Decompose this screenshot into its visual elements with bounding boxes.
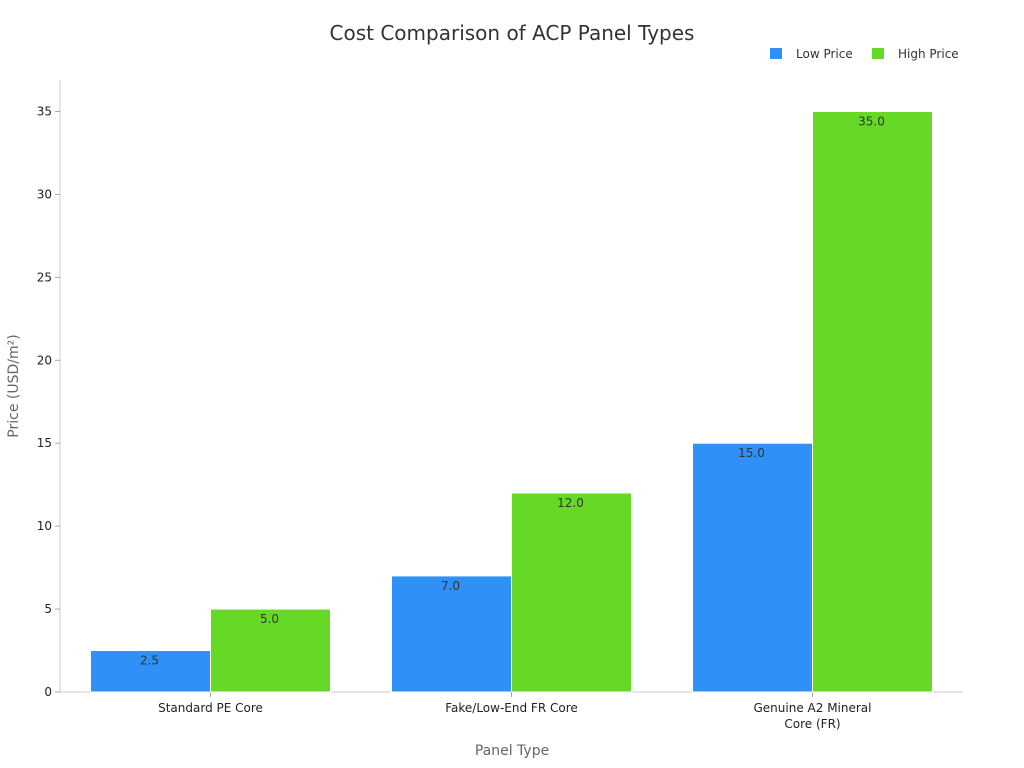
y-tick-label: 25 <box>37 270 52 284</box>
legend: Low Price High Price <box>770 47 959 61</box>
x-axis-labels: Standard PE Core Fake/Low-End FR Core Genu… <box>158 692 871 731</box>
bar-low-price <box>391 575 512 693</box>
legend-swatch-high-price <box>872 48 884 59</box>
y-axis-ticks: 0 5 10 15 20 25 30 35 <box>37 105 60 699</box>
y-tick-label: 0 <box>44 685 52 699</box>
legend-label-low-price: Low Price <box>796 47 853 61</box>
y-tick-label: 30 <box>37 187 52 201</box>
legend-label-high-price: High Price <box>898 47 959 61</box>
data-labels-group: 2.5 5.0 7.0 12.0 15.0 35.0 <box>140 115 885 668</box>
bar-value-label: 15.0 <box>738 446 765 460</box>
y-tick-label: 35 <box>37 105 52 119</box>
bar-value-label: 7.0 <box>441 579 460 593</box>
y-tick-label: 15 <box>37 436 52 450</box>
bar-high-price <box>812 111 933 693</box>
bar-high-price <box>210 608 331 693</box>
y-tick-label: 5 <box>44 602 52 616</box>
x-category-label: Genuine A2 Mineral <box>754 701 872 715</box>
bar-value-label: 5.0 <box>260 612 279 626</box>
bar-high-price <box>511 492 632 693</box>
y-tick-label: 10 <box>37 519 52 533</box>
bar-value-label: 2.5 <box>140 654 159 668</box>
bar-value-label: 12.0 <box>557 496 584 510</box>
x-category-label: Core (FR) <box>784 717 840 731</box>
bar-low-price <box>692 442 813 693</box>
legend-swatch-low-price <box>770 48 782 59</box>
x-category-label: Standard PE Core <box>158 701 263 715</box>
y-axis-title: Price (USD/m²) <box>6 334 22 437</box>
x-axis-title: Panel Type <box>475 743 549 759</box>
bar-value-label: 35.0 <box>858 115 885 129</box>
y-tick-label: 20 <box>37 353 52 367</box>
bars-group <box>90 111 933 693</box>
chart-title: Cost Comparison of ACP Panel Types <box>330 21 695 45</box>
x-category-label: Fake/Low-End FR Core <box>445 701 578 715</box>
